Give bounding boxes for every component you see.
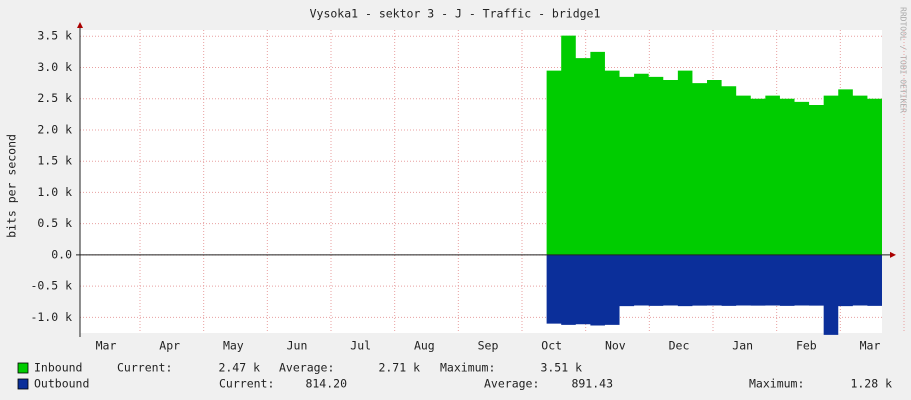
axis-arrow — [77, 22, 83, 28]
legend-stat-value: 2.47 k — [218, 361, 260, 375]
y-tick-label: -0.5 k — [30, 279, 72, 293]
x-tick-label: May — [223, 339, 244, 353]
legend-stat-label: Maximum: — [749, 377, 804, 391]
x-tick-label: Nov — [605, 339, 626, 353]
y-tick-label: 1.5 k — [37, 154, 72, 168]
legend-swatch — [17, 378, 29, 390]
y-axis-label: bits per second — [5, 134, 19, 238]
legend-stat-label: Average: — [279, 361, 334, 375]
legend-stat-value: 814.20 — [305, 377, 347, 391]
legend-label: Inbound — [34, 361, 82, 375]
x-tick-label: Oct — [541, 339, 562, 353]
x-tick-label: Sep — [478, 339, 499, 353]
x-tick-label: Apr — [159, 339, 180, 353]
legend-stat-label: Current: — [117, 361, 172, 375]
x-tick-label: Mar — [860, 339, 881, 353]
chart-title: Vysoka1 - sektor 3 - J - Traffic - bridg… — [310, 7, 601, 21]
legend-stat-label: Current: — [219, 377, 274, 391]
legend-stat-label: Average: — [484, 377, 539, 391]
legend-label: Outbound — [34, 377, 89, 391]
x-tick-label: Aug — [414, 339, 435, 353]
x-tick-label: Jun — [287, 339, 308, 353]
y-tick-label: 3.5 k — [37, 29, 72, 43]
y-tick-label: 1.0 k — [37, 185, 72, 199]
legend-stat-value: 2.71 k — [378, 361, 420, 375]
legend-stat-value: 3.51 k — [540, 361, 582, 375]
y-tick-label: 2.0 k — [37, 122, 72, 136]
legend-stat-value: 1.28 k — [850, 377, 892, 391]
legend-stat-value: 891.43 — [571, 377, 613, 391]
x-tick-label: Dec — [669, 339, 690, 353]
x-tick-label: Jul — [350, 339, 371, 353]
axis-arrow — [890, 251, 896, 258]
areas — [546, 35, 882, 335]
axes: 3.5 k 3.0 k 2.5 k 2.0 k 1.5 k 1.0 k 0.5 k 0.0 -0… — [30, 22, 896, 353]
x-tick-label: Mar — [96, 339, 117, 353]
area — [546, 254, 882, 335]
watermark: RRDTOOL / TOBI OETIKER — [899, 7, 908, 113]
legend-swatch — [17, 362, 29, 374]
y-tick-label: -1.0 k — [30, 310, 72, 324]
y-tick-label: 3.0 k — [37, 60, 72, 74]
x-tick-label: Feb — [796, 339, 817, 353]
legend: Inbound Current: 2.47 k Average: 2.71 k Maxim… — [17, 361, 892, 391]
y-tick-label: 0.5 k — [37, 216, 72, 230]
legend-stat-label: Maximum: — [440, 361, 495, 375]
y-tick-label: 0.0 — [51, 247, 72, 261]
x-tick-label: Jan — [732, 339, 753, 353]
area — [546, 35, 882, 255]
y-tick-label: 2.5 k — [37, 91, 72, 105]
